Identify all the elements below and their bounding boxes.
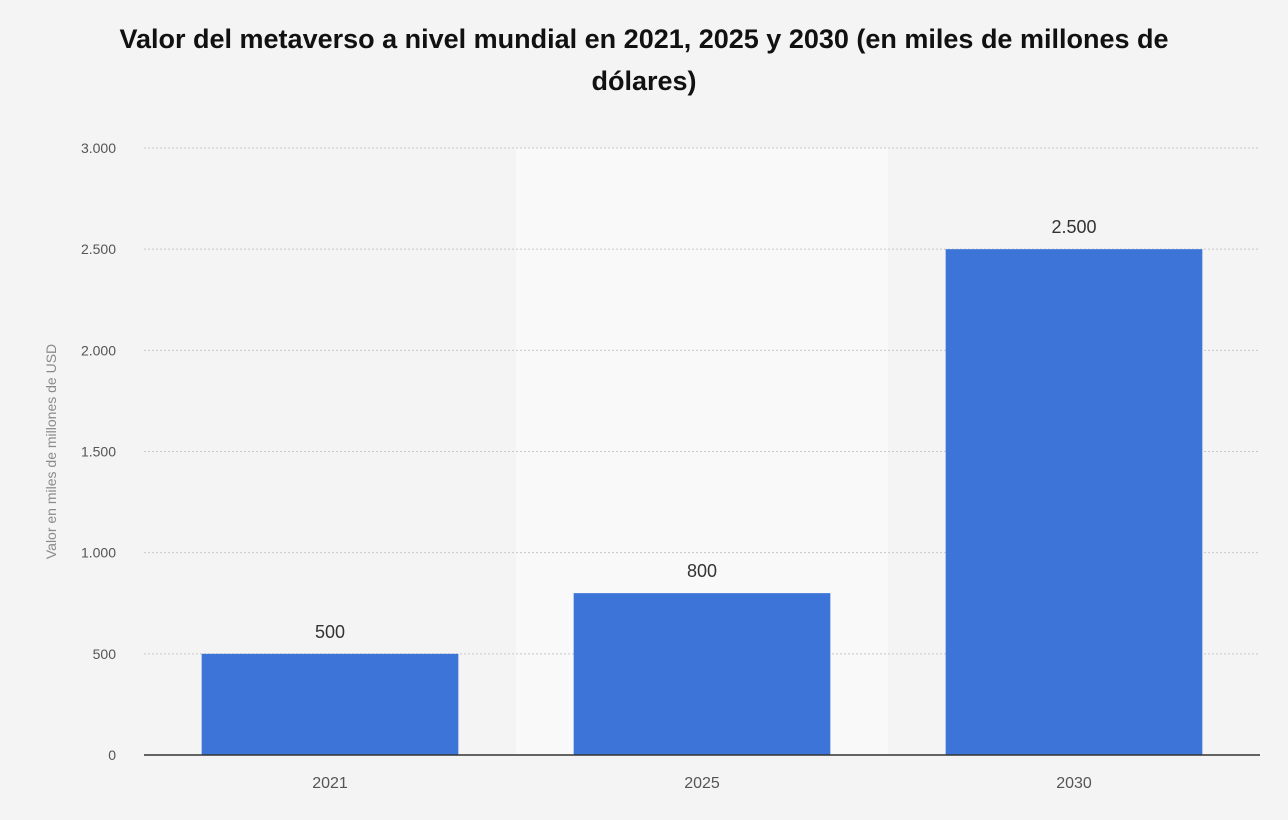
y-tick-label: 0 (108, 747, 116, 763)
value-label: 800 (687, 561, 717, 581)
value-label: 500 (315, 622, 345, 642)
y-tick-label: 2.500 (81, 241, 116, 257)
y-tick-label: 1.500 (81, 444, 116, 460)
x-tick-label: 2025 (684, 775, 720, 792)
bar-2030 (945, 249, 1203, 755)
y-tick-label: 3.000 (81, 140, 116, 156)
value-label: 2.500 (1051, 217, 1096, 237)
y-tick-label: 1.000 (81, 545, 116, 561)
x-tick-label: 2021 (312, 775, 348, 792)
y-tick-label: 500 (93, 646, 117, 662)
bar-2021 (201, 653, 459, 755)
y-tick-label: 2.000 (81, 342, 116, 358)
y-axis-title: Valor en miles de millones de USD (43, 344, 59, 559)
chart-title: Valor del metaverso a nivel mundial en 2… (119, 24, 1169, 96)
x-tick-label: 2030 (1056, 775, 1092, 792)
bar-2025 (573, 593, 831, 755)
